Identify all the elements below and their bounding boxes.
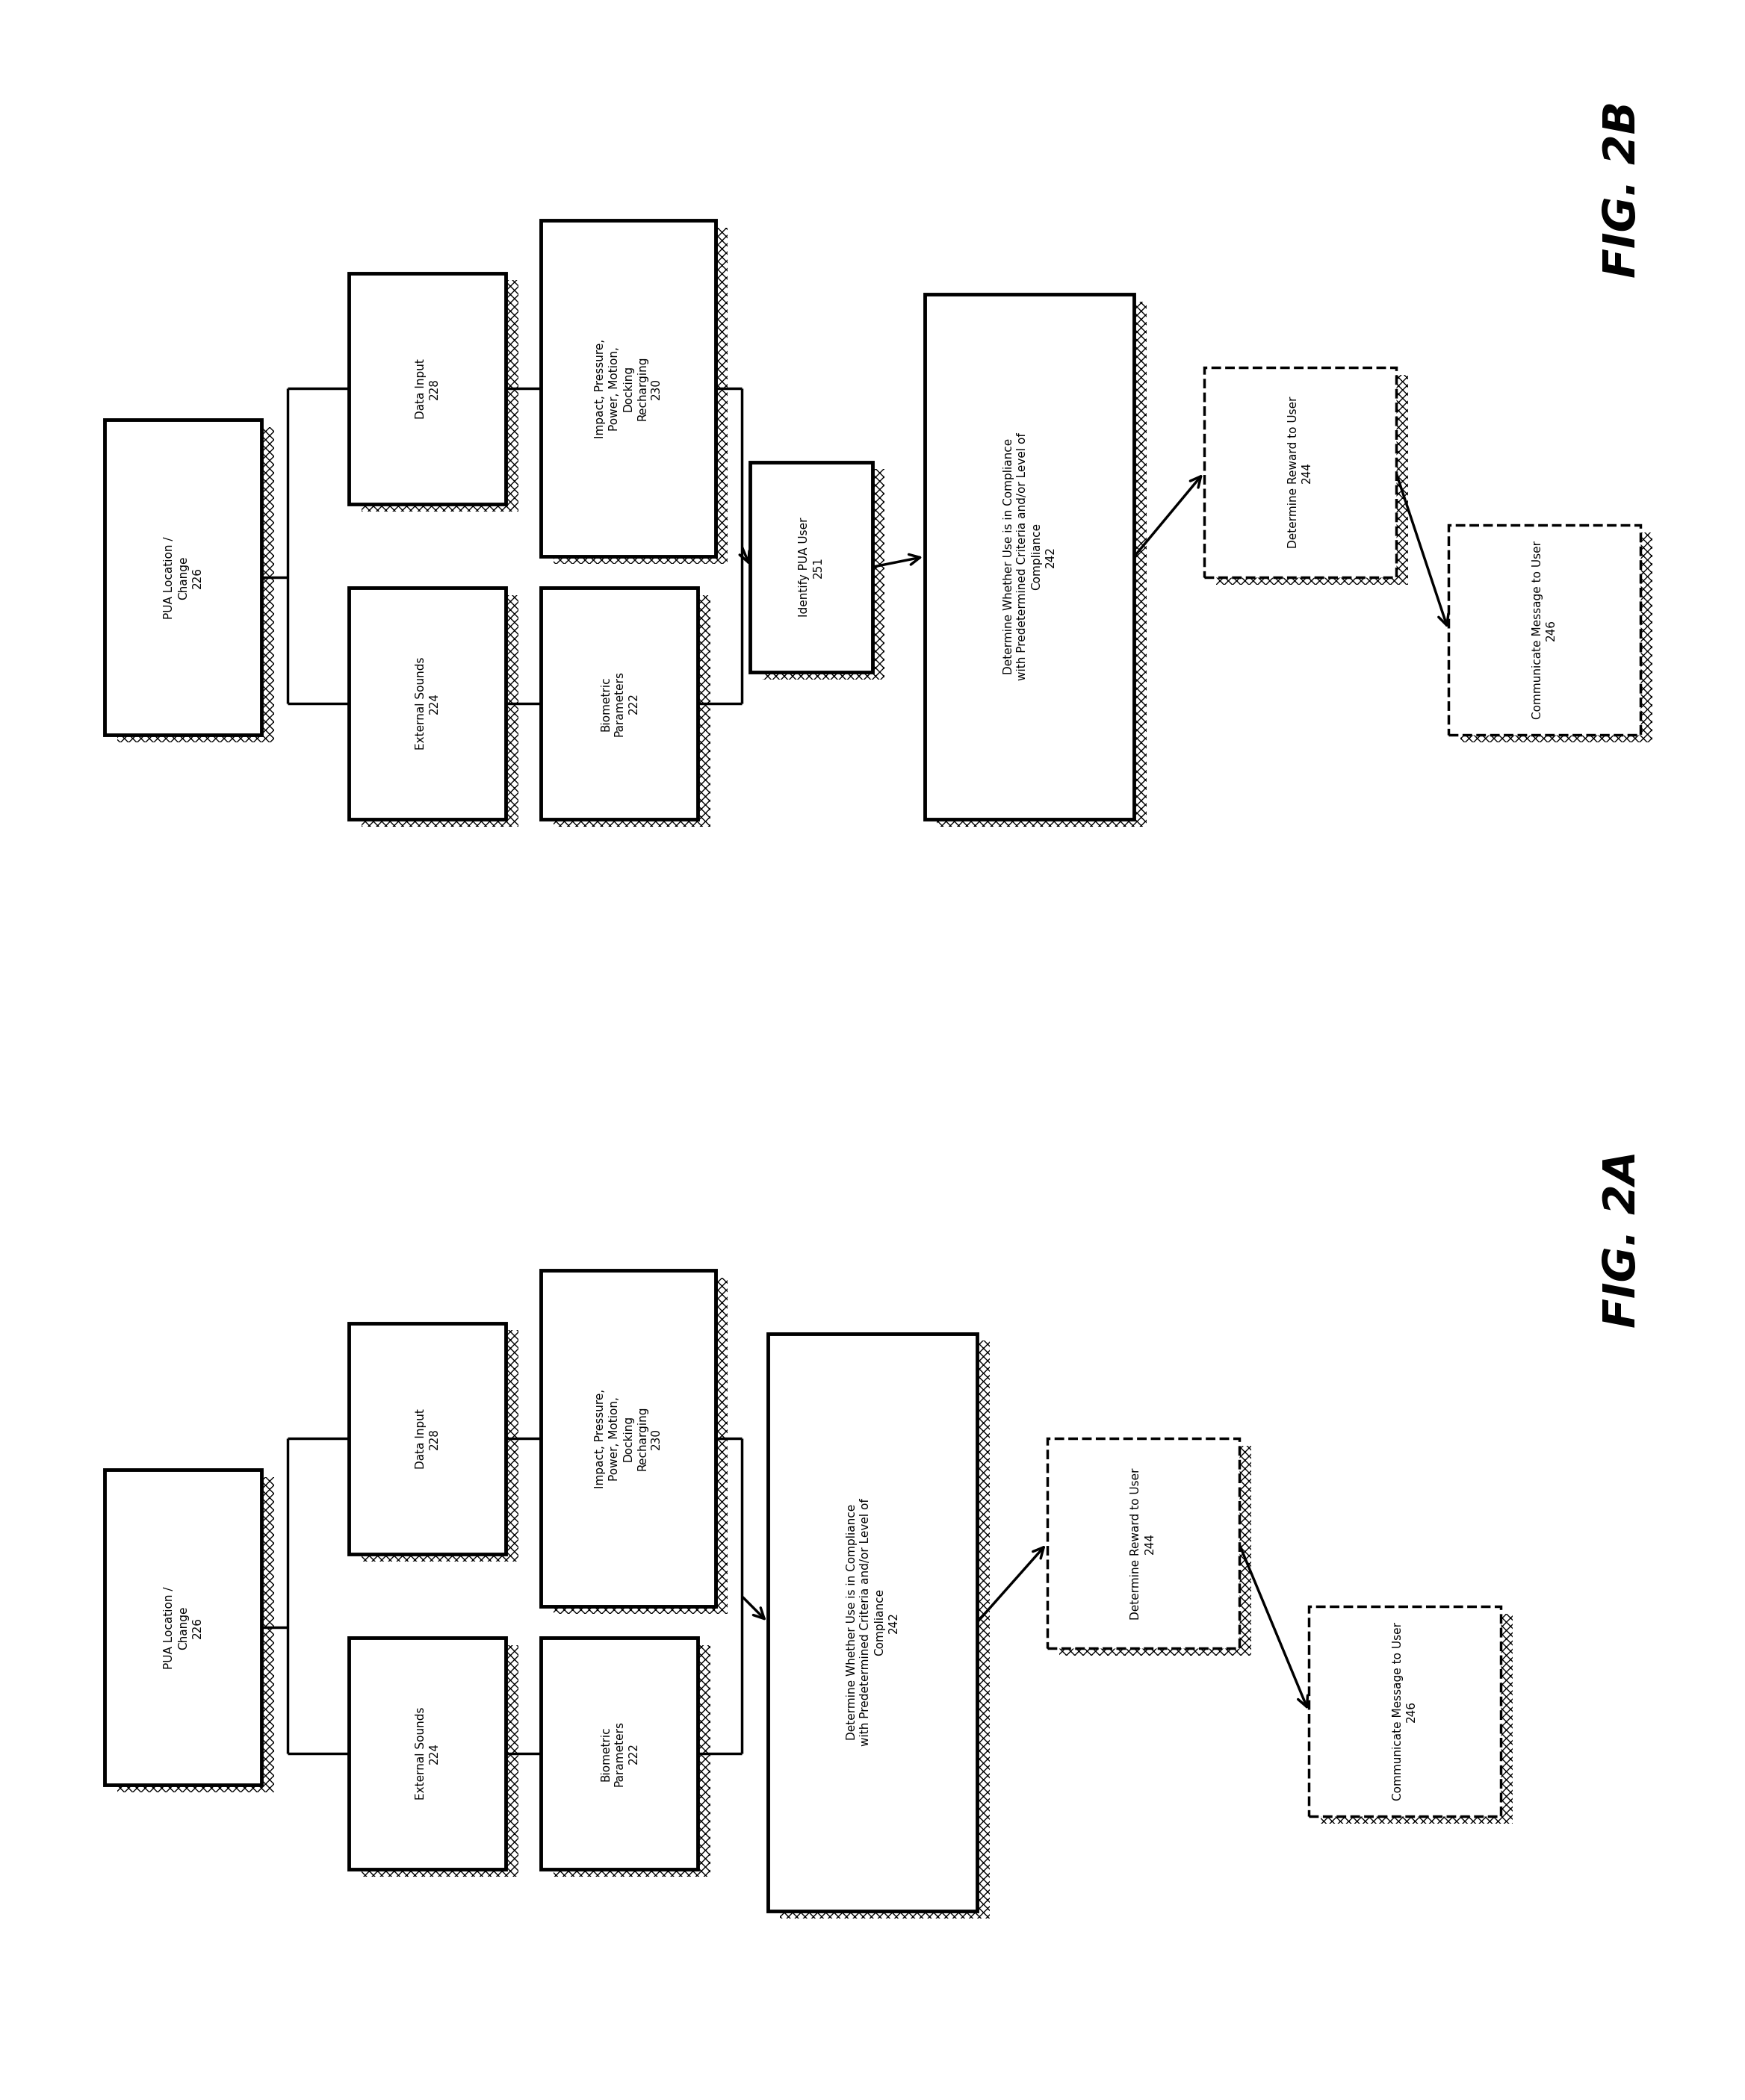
Bar xyxy=(361,279,518,510)
Text: Impact, Pressure,
Power, Motion,
Docking
Recharging
230: Impact, Pressure, Power, Motion, Docking… xyxy=(595,338,661,439)
Bar xyxy=(1059,1447,1251,1655)
Bar xyxy=(553,1646,710,1877)
Bar xyxy=(1309,1606,1501,1816)
Bar xyxy=(1321,1613,1513,1823)
Text: FIG. 2B: FIG. 2B xyxy=(1602,101,1644,277)
Bar xyxy=(117,426,274,741)
Bar xyxy=(553,596,710,825)
Bar xyxy=(117,1478,274,1793)
Bar xyxy=(349,1638,506,1869)
Bar xyxy=(541,1638,698,1869)
Bar xyxy=(349,273,506,504)
Text: External Sounds
224: External Sounds 224 xyxy=(415,1707,440,1800)
Text: Determine Whether Use is in Compliance
with Predetermined Criteria and/or Level : Determine Whether Use is in Compliance w… xyxy=(846,1499,899,1745)
Text: Determine Reward to User
244: Determine Reward to User 244 xyxy=(1288,397,1312,548)
Bar xyxy=(780,1340,989,1919)
Bar xyxy=(553,1277,728,1613)
Bar xyxy=(105,420,262,735)
Bar xyxy=(541,588,698,819)
Bar xyxy=(361,1331,518,1562)
Bar xyxy=(349,588,506,819)
Bar xyxy=(763,468,885,680)
Bar xyxy=(937,300,1146,825)
Text: FIG. 2A: FIG. 2A xyxy=(1602,1151,1644,1327)
Bar xyxy=(1047,1438,1239,1648)
Text: Data Input
228: Data Input 228 xyxy=(415,359,440,418)
Bar xyxy=(541,220,715,556)
Text: Determine Reward to User
244: Determine Reward to User 244 xyxy=(1131,1468,1155,1619)
Bar xyxy=(1216,374,1408,584)
Bar xyxy=(1461,531,1653,741)
Text: External Sounds
224: External Sounds 224 xyxy=(415,657,440,750)
Bar xyxy=(768,1334,977,1911)
Text: Data Input
228: Data Input 228 xyxy=(415,1409,440,1468)
Bar xyxy=(105,1470,262,1785)
Bar xyxy=(925,294,1134,819)
Text: Communicate Message to User
246: Communicate Message to User 246 xyxy=(1532,542,1557,718)
Bar xyxy=(541,1270,715,1606)
Bar xyxy=(1448,525,1640,735)
Text: PUA Location /
Change
226: PUA Location / Change 226 xyxy=(164,536,202,619)
Bar xyxy=(1204,367,1396,578)
Bar xyxy=(361,596,518,825)
Text: PUA Location /
Change
226: PUA Location / Change 226 xyxy=(164,1585,202,1669)
Text: Biometric
Parameters
222: Biometric Parameters 222 xyxy=(600,1720,639,1787)
Text: Biometric
Parameters
222: Biometric Parameters 222 xyxy=(600,670,639,737)
Text: Communicate Message to User
246: Communicate Message to User 246 xyxy=(1393,1623,1417,1800)
Text: Impact, Pressure,
Power, Motion,
Docking
Recharging
230: Impact, Pressure, Power, Motion, Docking… xyxy=(595,1388,661,1489)
Text: Determine Whether Use is in Compliance
with Predetermined Criteria and/or Level : Determine Whether Use is in Compliance w… xyxy=(1003,433,1056,680)
Bar xyxy=(361,1646,518,1877)
Bar xyxy=(349,1323,506,1554)
Text: Identify PUA User
251: Identify PUA User 251 xyxy=(799,517,824,617)
Bar xyxy=(750,462,872,672)
Bar xyxy=(553,227,728,563)
